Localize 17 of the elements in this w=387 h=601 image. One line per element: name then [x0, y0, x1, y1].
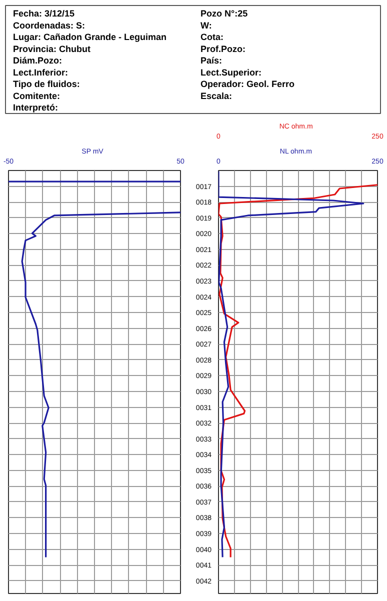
- text: Diám.Pozo:: [13, 56, 62, 66]
- text: Lect.Inferior:: [13, 67, 68, 78]
- text: Fecha: 3/12/15: [13, 8, 75, 19]
- text: Prof.Pozo:: [200, 44, 246, 54]
- text: Interpretó:: [13, 102, 58, 113]
- text: País:: [200, 56, 222, 66]
- text: Escala:: [200, 90, 232, 101]
- text: Pozo N°:25: [200, 8, 248, 19]
- text: Lugar: Cañadon Grande - Leguiman: [13, 32, 167, 42]
- text: Tipo de fluidos:: [13, 79, 80, 90]
- text: Operador: Geol. Ferro: [200, 79, 296, 90]
- text: Cota:: [200, 32, 224, 42]
- text: Comitente:: [13, 90, 60, 101]
- text: Provincia: Chubut: [13, 44, 91, 54]
- text: W:: [200, 20, 212, 30]
- text: Lect.Superior:: [200, 67, 262, 78]
- text: Coordenadas: S:: [13, 20, 86, 30]
